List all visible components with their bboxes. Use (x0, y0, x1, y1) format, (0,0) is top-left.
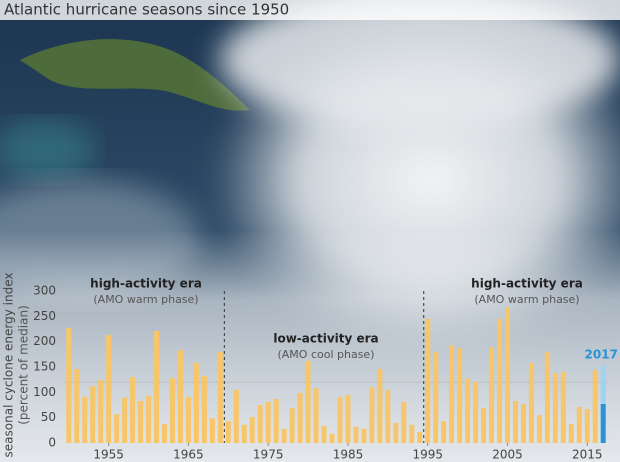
bar (576, 407, 582, 443)
annotation-title: low-activity era (273, 332, 378, 346)
annotation-subtitle: (AMO warm phase) (474, 293, 579, 306)
bar (520, 403, 526, 443)
bar (297, 392, 303, 443)
chart-title: Atlantic hurricane seasons since 1950 (4, 1, 289, 19)
bar (353, 426, 359, 443)
bar (449, 345, 455, 443)
annotation-title: high-activity era (90, 277, 202, 291)
bar (169, 378, 175, 443)
y-tick-label: 200 (33, 334, 56, 348)
y-axis-label: seasonal cyclone energy index (2, 273, 16, 458)
y-tick-label: 250 (33, 309, 56, 323)
bar (592, 370, 598, 443)
bar (321, 425, 327, 443)
bar (552, 373, 558, 443)
bar (369, 387, 375, 443)
x-tick-label: 1955 (93, 448, 124, 462)
bar (433, 351, 439, 443)
bar (473, 381, 479, 443)
bar (385, 389, 391, 443)
bar (536, 415, 542, 443)
x-tick-label: 1975 (253, 448, 284, 462)
annotation-title: high-activity era (471, 277, 583, 291)
bar (162, 424, 168, 443)
bar (512, 400, 518, 443)
bar (225, 421, 231, 443)
bar (409, 424, 415, 443)
bar (281, 428, 287, 443)
bar (146, 395, 152, 443)
bar (465, 378, 471, 443)
x-tick-label: 2015 (572, 448, 603, 462)
bar (337, 396, 343, 443)
bar (122, 397, 128, 443)
bar (305, 360, 311, 443)
bar (417, 431, 423, 443)
bar (504, 307, 510, 443)
bar (249, 417, 255, 443)
y-tick-label: 150 (33, 360, 56, 374)
bar (201, 376, 207, 443)
y-tick-label: 0 (48, 436, 56, 450)
y-axis-sublabel: (percent of median) (17, 305, 31, 425)
bar (90, 386, 96, 443)
bar (329, 433, 335, 443)
bar (441, 421, 447, 443)
y-tick-label: 100 (33, 385, 56, 399)
bar (393, 422, 399, 443)
highlight-label: 2017 (585, 347, 618, 361)
bar (98, 380, 104, 443)
bar (154, 331, 160, 443)
bar (114, 414, 120, 443)
y-tick-label: 50 (41, 410, 56, 424)
bar (544, 351, 550, 443)
bar (233, 389, 239, 443)
bar (481, 408, 487, 443)
bar (401, 401, 407, 443)
bar (489, 347, 495, 443)
bar (74, 369, 80, 443)
x-tick-label: 1985 (333, 448, 364, 462)
bar (425, 318, 431, 443)
annotation-subtitle: (AMO warm phase) (93, 293, 198, 306)
highlight-segment (600, 364, 606, 404)
bar (361, 428, 367, 443)
bar (66, 327, 72, 443)
bar (584, 409, 590, 443)
bar (289, 408, 295, 443)
bar (345, 394, 351, 443)
x-tick-label: 1965 (173, 448, 204, 462)
bar (265, 401, 271, 443)
x-tick-label: 1995 (412, 448, 443, 462)
bar (257, 405, 263, 443)
x-tick-label: 2005 (492, 448, 523, 462)
bar (185, 396, 191, 443)
bar (241, 424, 247, 443)
bar (217, 351, 223, 443)
bar (568, 424, 574, 443)
y-tick-label: 300 (33, 284, 56, 298)
bar (313, 388, 319, 443)
bar (82, 396, 88, 443)
bar (528, 362, 534, 443)
bar (193, 362, 199, 443)
bar (497, 318, 503, 443)
highlight-segment (600, 403, 606, 443)
bar (209, 418, 215, 443)
bar (130, 377, 136, 443)
bar (138, 400, 144, 443)
bar (377, 369, 383, 443)
bar (560, 372, 566, 443)
annotation-subtitle: (AMO cool phase) (277, 348, 374, 361)
bar (273, 398, 279, 443)
bar (177, 350, 183, 443)
bar (457, 348, 463, 443)
bar (106, 335, 112, 443)
